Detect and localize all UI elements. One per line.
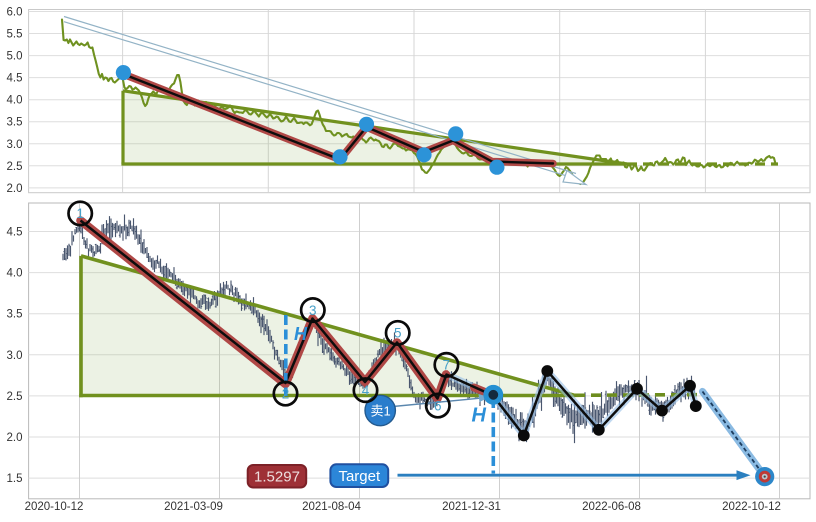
svg-text:H: H (472, 405, 487, 427)
svg-text:6.0: 6.0 (7, 7, 23, 19)
svg-text:4.0: 4.0 (7, 95, 23, 107)
svg-text:3.5: 3.5 (7, 117, 23, 129)
svg-text:3.0: 3.0 (7, 139, 23, 151)
svg-text:2021-08-04: 2021-08-04 (302, 501, 361, 513)
svg-text:2.0: 2.0 (7, 183, 23, 195)
svg-text:6: 6 (434, 398, 442, 413)
svg-text:3.5: 3.5 (7, 309, 23, 321)
svg-text:2.5: 2.5 (7, 391, 23, 403)
svg-text:2021-03-09: 2021-03-09 (164, 501, 223, 513)
svg-text:2020-10-12: 2020-10-12 (25, 501, 84, 513)
svg-text:H: H (294, 324, 308, 344)
svg-text:5.5: 5.5 (7, 29, 23, 41)
svg-text:1: 1 (76, 206, 84, 221)
svg-text:3: 3 (309, 303, 317, 318)
svg-text:4.0: 4.0 (7, 268, 23, 280)
svg-text:4.5: 4.5 (7, 73, 23, 85)
svg-text:2022-10-12: 2022-10-12 (722, 501, 781, 513)
svg-text:4.5: 4.5 (7, 227, 23, 239)
svg-text:2021-12-31: 2021-12-31 (442, 501, 501, 513)
svg-text:2.5: 2.5 (7, 161, 23, 173)
svg-text:4: 4 (362, 383, 370, 398)
svg-text:1.5297: 1.5297 (254, 469, 300, 486)
svg-text:7: 7 (443, 358, 451, 373)
svg-text:3.0: 3.0 (7, 350, 23, 362)
svg-text:1.5: 1.5 (7, 473, 23, 485)
svg-text:卖1: 卖1 (370, 403, 390, 418)
svg-text:2: 2 (282, 386, 290, 401)
svg-text:5: 5 (394, 326, 402, 341)
svg-text:2022-06-08: 2022-06-08 (582, 501, 641, 513)
svg-text:5.0: 5.0 (7, 51, 23, 63)
svg-text:Target: Target (338, 468, 381, 485)
svg-text:2.0: 2.0 (7, 432, 23, 444)
